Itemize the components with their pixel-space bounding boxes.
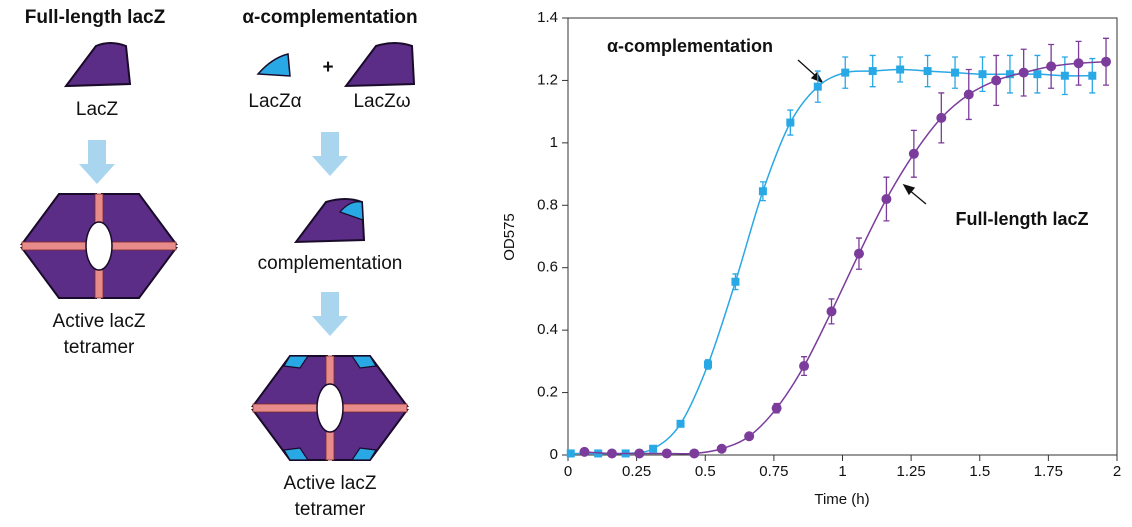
point xyxy=(923,67,932,76)
x-tick-label: 1.75 xyxy=(1034,463,1063,480)
plus: + xyxy=(322,57,333,78)
x-tick-label: 0.25 xyxy=(622,463,651,480)
point xyxy=(826,306,837,317)
annotation: α-complementation xyxy=(607,36,773,56)
diagram: Full-length lacZ LacZ Active lacZ tetram… xyxy=(21,7,418,520)
chart: OD575 Time (h) α-complementation Full-le… xyxy=(501,9,1121,508)
annotation-arrows xyxy=(797,59,927,205)
x-tick-label: 1.25 xyxy=(897,463,926,480)
label: tetramer xyxy=(295,499,366,520)
point xyxy=(936,112,947,123)
y-tick-label: 1.2 xyxy=(537,71,558,88)
point xyxy=(703,360,712,369)
annotation: Full-length lacZ xyxy=(956,209,1089,229)
label: LacZα xyxy=(248,91,301,112)
point xyxy=(649,444,658,453)
y-axis-label: OD575 xyxy=(501,213,518,261)
point xyxy=(1005,70,1014,79)
point xyxy=(799,361,810,372)
point xyxy=(661,448,672,459)
point xyxy=(951,68,960,77)
point xyxy=(744,431,755,442)
x-tick-label: 0 xyxy=(564,463,572,480)
x-tick-label: 0.5 xyxy=(695,463,716,480)
point xyxy=(908,148,919,159)
y-tick-label: 0.2 xyxy=(537,384,558,401)
y-tick-label: 0.6 xyxy=(537,259,558,276)
point xyxy=(978,70,987,79)
fit-line xyxy=(584,60,1107,455)
point xyxy=(634,448,645,459)
column-title: Full-length lacZ xyxy=(25,7,166,28)
y-tick-label: 0 xyxy=(550,446,558,463)
label: Active lacZ xyxy=(53,311,146,332)
point xyxy=(606,448,617,459)
point xyxy=(1018,67,1029,78)
point xyxy=(786,118,795,127)
point xyxy=(731,277,740,286)
x-tick-label: 1 xyxy=(838,463,846,480)
point xyxy=(579,446,590,457)
x-tick-label: 0.75 xyxy=(759,463,788,480)
point xyxy=(991,75,1002,86)
point xyxy=(771,403,782,414)
label: Active lacZ xyxy=(284,473,377,494)
point xyxy=(566,449,575,458)
point xyxy=(881,194,892,205)
point xyxy=(1088,71,1097,80)
y-tick-label: 0.4 xyxy=(537,321,558,338)
alpha-tips xyxy=(283,355,377,461)
point xyxy=(676,419,685,428)
arrow xyxy=(312,132,348,176)
label: LacZ xyxy=(76,99,119,120)
fit-line xyxy=(570,68,1093,455)
tetramer xyxy=(252,355,408,461)
point xyxy=(716,443,727,454)
tetramer xyxy=(21,193,177,299)
monomer xyxy=(63,42,132,88)
point xyxy=(813,82,822,91)
label: LacZω xyxy=(353,91,410,112)
point xyxy=(1060,71,1069,80)
point xyxy=(868,67,877,76)
y-tick-label: 0.8 xyxy=(537,196,558,213)
point xyxy=(758,187,767,196)
point xyxy=(841,68,850,77)
x-axis-label: Time (h) xyxy=(814,491,869,508)
point xyxy=(896,65,905,74)
y-tick-label: 1.4 xyxy=(537,9,558,26)
x-tick-label: 1.5 xyxy=(969,463,990,480)
label: complementation xyxy=(258,253,403,274)
point xyxy=(1073,58,1084,69)
omega-fragment xyxy=(343,42,416,88)
column-title: α-complementation xyxy=(242,7,417,28)
plot-frame xyxy=(567,17,1118,456)
x-tick-label: 2 xyxy=(1113,463,1121,480)
point xyxy=(1101,56,1112,67)
arrow xyxy=(79,140,115,184)
arrow xyxy=(312,292,348,336)
y-tick-label: 1 xyxy=(550,134,558,151)
point xyxy=(689,448,700,459)
point xyxy=(963,89,974,100)
alpha-fragment xyxy=(338,201,364,221)
alpha-fragment xyxy=(256,53,291,77)
point xyxy=(853,248,864,259)
point xyxy=(1046,61,1057,72)
point xyxy=(1033,70,1042,79)
label: tetramer xyxy=(64,337,135,358)
